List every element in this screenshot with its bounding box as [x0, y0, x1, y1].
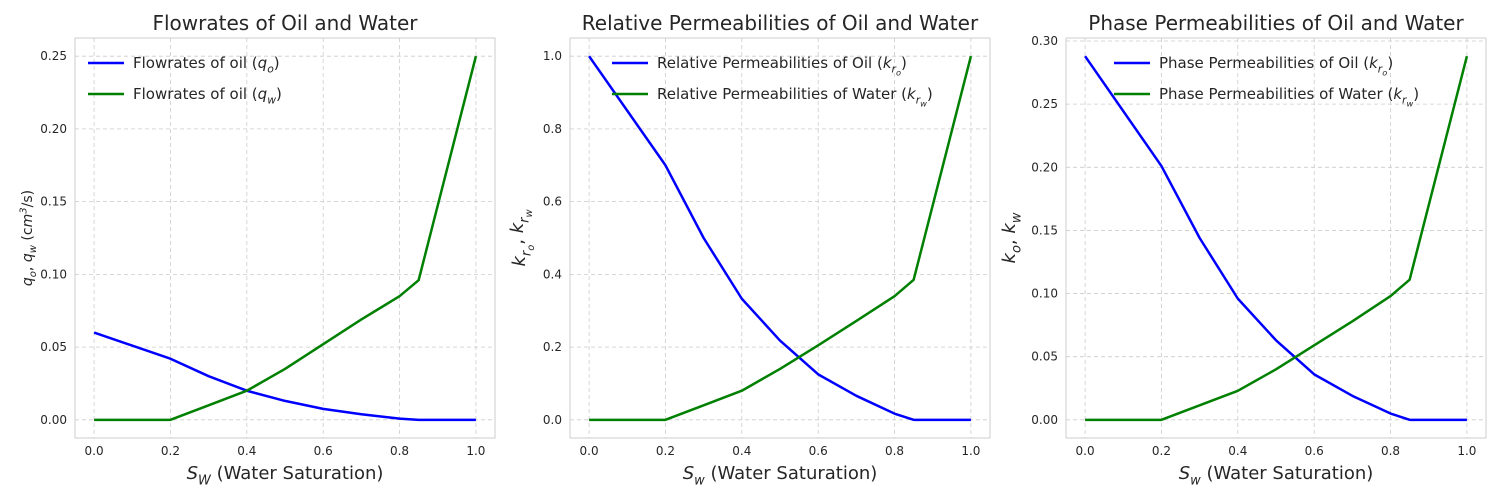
plot-frame — [569, 37, 991, 439]
x-tick-label: 0.6 — [314, 444, 333, 458]
legend-entry: Phase Permeabilities of Water (krw) — [1159, 85, 1419, 109]
x-tick-label: 0.8 — [390, 444, 409, 458]
y-axis-label: qo, qw (cm3/s) — [18, 190, 39, 286]
x-tick-label: 0.4 — [237, 444, 256, 458]
y-tick-label: 0.15 — [1031, 223, 1058, 237]
x-tick-label: 0.0 — [580, 444, 599, 458]
y-tick-label: 0.10 — [40, 267, 67, 281]
y-tick-label: 0.8 — [543, 122, 562, 136]
chart-title: Phase Permeabilities of Oil and Water — [1088, 11, 1464, 35]
y-tick-label: 0.20 — [1031, 160, 1058, 174]
y-axis-label: kro, krw — [507, 209, 537, 267]
y-tick-label: 0.20 — [40, 122, 67, 136]
legend: Flowrates of oil (qo) Flowrates of oil (q… — [88, 54, 282, 107]
y-tick-label: 0.2 — [543, 340, 562, 354]
x-tick-label: 1.0 — [466, 444, 485, 458]
series-line-2 — [94, 55, 478, 422]
chart-title: Flowrates of Oil and Water — [152, 11, 418, 35]
plot-frame — [74, 37, 496, 439]
x-axis-label: SW (Water Saturation) — [187, 463, 384, 488]
x-tick-label: 1.0 — [961, 444, 980, 458]
chart-1: 0.0 0.2 0.4 0.6 0.8 1.0 0.00 0.05 0.10 0.15 0.20 0.… — [18, 11, 496, 488]
x-tick-label: 1.0 — [1457, 444, 1476, 458]
x-tick-label: 0.8 — [1381, 444, 1400, 458]
x-axis-label: Sw (Water Saturation) — [683, 463, 878, 488]
y-tick-label: 0.05 — [1031, 350, 1058, 364]
plot-area — [1066, 38, 1486, 438]
x-tick-label: 0.2 — [161, 444, 180, 458]
y-tick-label: 0.10 — [1031, 287, 1058, 301]
y-tick-label: 0.15 — [40, 195, 67, 209]
y-tick-label: 0.30 — [1031, 34, 1058, 48]
y-tick-label: 0.25 — [40, 49, 67, 63]
legend-entry: Relative Permeabilities of Oil (kro) — [657, 54, 907, 78]
legend-entry: Flowrates of oil (qw) — [133, 85, 282, 107]
plot-area — [570, 38, 990, 438]
chart-2: 0.0 0.2 0.4 0.6 0.8 1.0 0.0 0.2 0.4 0.6 0.8 1.0 Rela… — [507, 11, 991, 488]
plot-area — [75, 38, 495, 438]
series-line-1 — [93, 331, 476, 422]
y-tick-label: 1.0 — [543, 49, 562, 63]
x-tick-label: 0.8 — [885, 444, 904, 458]
legend: Phase Permeabilities of Oil (kro) Phase P… — [1114, 54, 1419, 109]
x-tick-label: 0.4 — [1228, 444, 1247, 458]
x-axis-label: Sw (Water Saturation) — [1179, 463, 1374, 488]
plot-frame — [1065, 37, 1487, 439]
y-tick-label: 0.6 — [543, 195, 562, 209]
y-tick-label: 0.4 — [543, 267, 562, 281]
x-tick-label: 0.6 — [809, 444, 828, 458]
legend-entry: Flowrates of oil (qo) — [133, 54, 280, 76]
legend-entry: Phase Permeabilities of Oil (kro) — [1159, 54, 1393, 78]
x-tick-label: 0.2 — [1152, 444, 1171, 458]
x-tick-label: 0.2 — [656, 444, 675, 458]
legend: Relative Permeabilities of Oil (kro) Rela… — [612, 54, 933, 109]
y-tick-label: 0.00 — [40, 413, 67, 427]
series-line-2 — [589, 55, 973, 422]
legend-entry: Relative Permeabilities of Water (krw) — [657, 85, 933, 109]
chart-3: 0.0 0.2 0.4 0.6 0.8 1.0 0.00 0.05 0.10 0.15 0.20 0.… — [999, 11, 1487, 488]
x-tick-label: 0.4 — [732, 444, 751, 458]
y-tick-label: 0.05 — [40, 340, 67, 354]
y-axis-label: ko, kw — [999, 212, 1024, 263]
y-tick-label: 0.0 — [543, 413, 562, 427]
x-tick-label: 0.0 — [1076, 444, 1095, 458]
x-tick-label: 0.6 — [1305, 444, 1324, 458]
x-tick-label: 0.0 — [85, 444, 104, 458]
series-line-2 — [1085, 55, 1469, 422]
y-tick-label: 0.25 — [1031, 97, 1058, 111]
chart-title: Relative Permeabilities of Oil and Water — [582, 11, 979, 35]
y-tick-label: 0.00 — [1031, 413, 1058, 427]
